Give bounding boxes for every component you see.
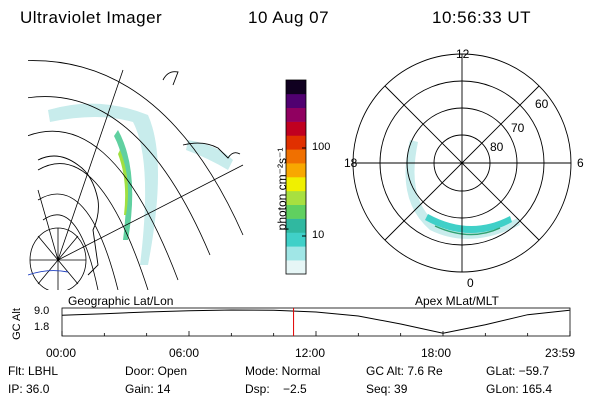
instrument-title: Ultraviolet Imager [20, 8, 163, 27]
time-label: 10:56:33 UT [432, 8, 532, 27]
polar-panel-label: Apex MLat/MLT [415, 294, 499, 308]
colorbar-cell [286, 190, 306, 206]
mlt-label-18: 18 [344, 156, 358, 170]
colorbar-cell [286, 80, 306, 95]
info-dsp: Dsp: −2.5 [245, 382, 307, 396]
auroral-emission-polar [405, 140, 520, 239]
colorbar-tick-10: 10 [312, 229, 325, 241]
date-label: 10 Aug 07 [248, 8, 330, 27]
mlt-label-0: 0 [467, 276, 474, 290]
info-gain: Gain: 14 [125, 382, 171, 396]
info-gc-alt: GC Alt: 7.6 Re [366, 364, 443, 378]
orbit-xtick-2: 12:00 [295, 346, 326, 360]
geo-panel-label: Geographic Lat/Lon [68, 294, 174, 308]
info-filter: Flt: LBHL [8, 364, 59, 378]
geographic-image-panel [28, 60, 244, 290]
mlat-label-60: 60 [535, 97, 549, 111]
info-glon: GLon: 165.4 [486, 382, 553, 396]
colorbar-cell [286, 204, 306, 219]
orbit-altitude-plot [61, 307, 571, 337]
colorbar-cell [286, 177, 306, 192]
orbit-ytick-bottom: 1.8 [34, 321, 50, 333]
mlt-label-6: 6 [577, 156, 584, 170]
orbit-xtick-1: 06:00 [169, 346, 200, 360]
mlt-label-12: 12 [456, 47, 470, 61]
info-glat: GLat: −59.7 [486, 364, 550, 378]
orbit-xtick-3: 18:00 [421, 346, 452, 360]
colorbar-cell [286, 246, 306, 261]
orbit-xtick-4: 23:59 [545, 346, 576, 360]
colorbar [285, 79, 307, 275]
mlat-label-70: 70 [511, 121, 525, 135]
info-mode: Mode: Normal [245, 364, 321, 378]
colorbar-cell [286, 121, 306, 136]
polar-image-panel [352, 53, 572, 273]
orbit-y-axis-label: GC Alt [11, 308, 23, 340]
colorbar-cell [286, 107, 306, 122]
colorbar-cell [286, 135, 306, 150]
colorbar-unit-label: photon cm⁻²s⁻¹ [275, 147, 289, 231]
info-door: Door: Open [125, 364, 188, 378]
colorbar-cell [286, 149, 306, 164]
colorbar-cell [286, 218, 306, 233]
colorbar-cell [286, 260, 306, 275]
colorbar-cell [286, 163, 306, 178]
info-seq: Seq: 39 [366, 382, 408, 396]
colorbar-cell [286, 93, 306, 109]
info-ip: IP: 36.0 [8, 382, 50, 396]
colorbar-cell [286, 232, 306, 247]
orbit-xtick-0: 00:00 [46, 346, 77, 360]
colorbar-tick-100: 100 [312, 141, 331, 153]
orbit-ytick-top: 9.0 [34, 305, 50, 317]
orbit-altitude-line [61, 309, 570, 334]
auroral-emission-geo [48, 103, 233, 265]
mlat-label-80: 80 [490, 140, 504, 154]
